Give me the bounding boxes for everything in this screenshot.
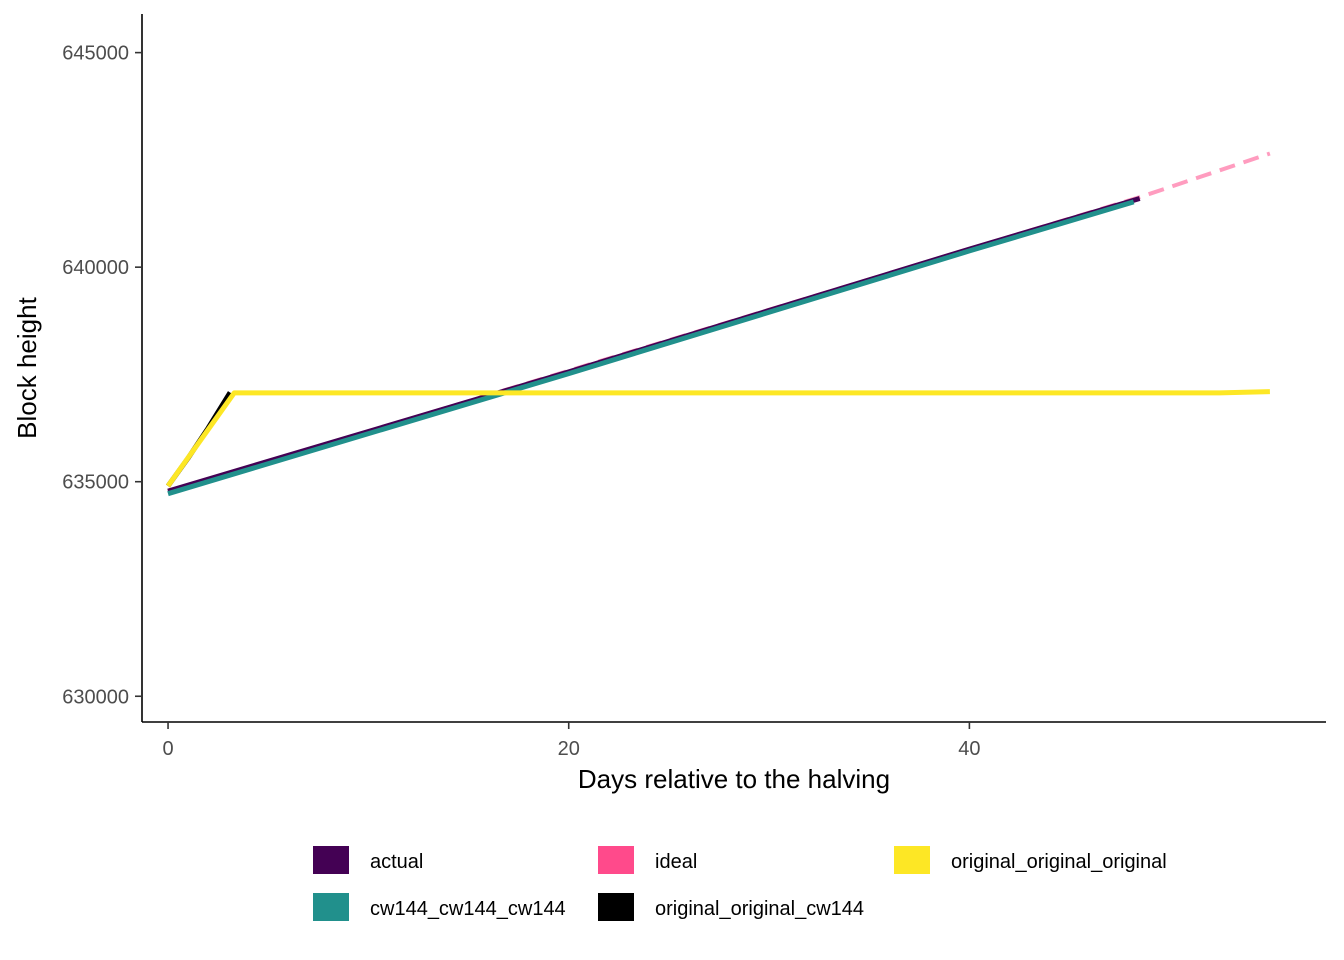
x-tick-label: 0 — [162, 738, 173, 760]
legend-label-original-original-cw144: original_original_cw144 — [655, 898, 864, 920]
axes — [141, 14, 1326, 723]
series-line-original-original-original — [165, 389, 1270, 488]
legend-label-actual: actual — [370, 851, 423, 873]
legend-swatch-ideal — [598, 846, 634, 874]
legend-swatch-original-original-cw144 — [598, 893, 634, 921]
legend-label-cw144-cw144-cw144: cw144_cw144_cw144 — [370, 898, 566, 920]
legend-label-original-original-original: original_original_original — [951, 851, 1167, 873]
legend-swatch-original-original-original — [894, 846, 930, 874]
series-line-cw144-cw144-cw144 — [167, 199, 1135, 497]
y-ticks: 630000 635000 640000 645000 — [62, 43, 142, 708]
x-tick-label: 40 — [958, 738, 980, 760]
legend-label-ideal: ideal — [655, 851, 697, 873]
y-tick-label: 645000 — [62, 43, 129, 65]
x-axis-title: Days relative to the halving — [578, 764, 890, 794]
y-tick-label: 640000 — [62, 257, 129, 279]
x-ticks: 0 20 40 — [162, 722, 981, 760]
y-axis-title: Block height — [12, 296, 42, 438]
legend-swatch-cw144-cw144-cw144 — [313, 893, 349, 921]
y-tick-label: 635000 — [62, 472, 129, 494]
y-tick-label: 630000 — [62, 686, 129, 708]
legend: actual ideal original_original_original cw1… — [313, 846, 1167, 921]
x-tick-label: 20 — [558, 738, 580, 760]
legend-swatch-actual — [313, 846, 349, 874]
plot-lines — [165, 151, 1271, 497]
